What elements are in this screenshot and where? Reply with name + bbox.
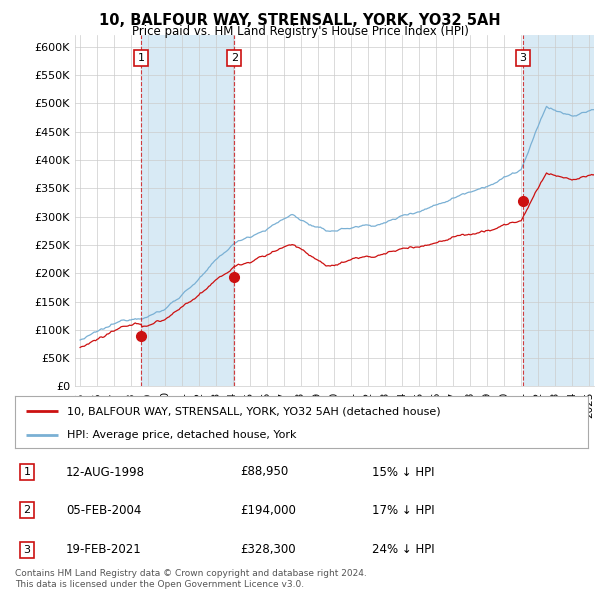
Text: 10, BALFOUR WAY, STRENSALL, YORK, YO32 5AH: 10, BALFOUR WAY, STRENSALL, YORK, YO32 5… — [99, 13, 501, 28]
Text: 1: 1 — [138, 53, 145, 63]
Text: £328,300: £328,300 — [240, 543, 296, 556]
Bar — [142, 35, 234, 386]
Text: 05-FEB-2004: 05-FEB-2004 — [66, 504, 142, 517]
Text: £88,950: £88,950 — [240, 466, 288, 478]
Text: 15% ↓ HPI: 15% ↓ HPI — [372, 466, 434, 478]
Text: 2: 2 — [23, 506, 31, 515]
Text: Contains HM Land Registry data © Crown copyright and database right 2024.
This d: Contains HM Land Registry data © Crown c… — [15, 569, 367, 589]
Text: 3: 3 — [23, 545, 31, 555]
Text: 17% ↓ HPI: 17% ↓ HPI — [372, 504, 434, 517]
Text: 3: 3 — [520, 53, 527, 63]
Text: 12-AUG-1998: 12-AUG-1998 — [66, 466, 145, 478]
Text: £194,000: £194,000 — [240, 504, 296, 517]
Text: 1: 1 — [23, 467, 31, 477]
Text: 19-FEB-2021: 19-FEB-2021 — [66, 543, 142, 556]
Text: 10, BALFOUR WAY, STRENSALL, YORK, YO32 5AH (detached house): 10, BALFOUR WAY, STRENSALL, YORK, YO32 5… — [67, 406, 440, 416]
Text: 2: 2 — [230, 53, 238, 63]
Bar — [523, 35, 594, 386]
Text: Price paid vs. HM Land Registry's House Price Index (HPI): Price paid vs. HM Land Registry's House … — [131, 25, 469, 38]
Text: HPI: Average price, detached house, York: HPI: Average price, detached house, York — [67, 430, 296, 440]
Text: 24% ↓ HPI: 24% ↓ HPI — [372, 543, 434, 556]
